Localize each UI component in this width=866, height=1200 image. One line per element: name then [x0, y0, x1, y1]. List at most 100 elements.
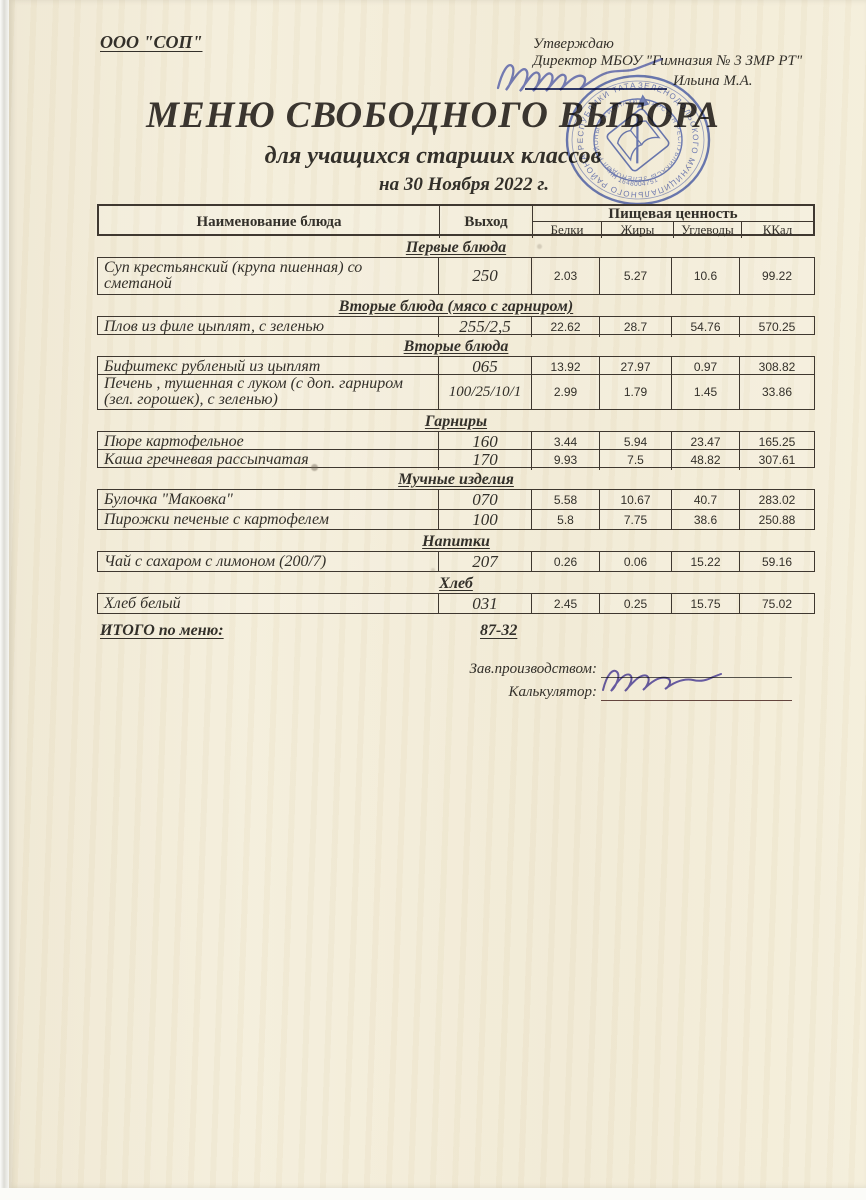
nutrition-subheaders: Белки Жиры Углеводы ККал	[533, 222, 813, 238]
table-row: Булочка "Маковка" 070 5.58 10.67 40.7 28…	[98, 490, 814, 510]
dish-kcal: 59.16	[739, 552, 814, 572]
dish-protein: 13.92	[531, 357, 599, 377]
row-group: Плов из филе цыплят, с зеленью 255/2,5 2…	[97, 316, 815, 337]
dish-fat: 10.67	[599, 490, 671, 510]
dish-protein: 3.44	[531, 432, 599, 452]
dish-protein: 9.93	[531, 450, 599, 470]
section-title-second-courses-meat: Вторые блюда (мясо с гарниром)	[338, 298, 574, 315]
totals-row: ИТОГО по меню: 87-32	[100, 622, 800, 640]
totals-value: 87-32	[480, 622, 518, 639]
dish-carbs: 54.76	[671, 317, 739, 337]
dish-fat: 27.97	[599, 357, 671, 377]
dish-output: 065	[438, 357, 531, 377]
dish-output: 100	[438, 510, 531, 530]
dish-output: 160	[438, 432, 531, 452]
calculator-handwritten-signature	[602, 669, 722, 692]
dish-carbs: 15.75	[671, 594, 739, 614]
table-row: Чай с сахаром с лимоном (200/7) 207 0.26…	[98, 552, 814, 572]
table-row: Каша гречневая рассыпчатая 170 9.93 7.5 …	[98, 449, 814, 470]
table-row: Пюре картофельное 160 3.44 5.94 23.47 16…	[98, 432, 814, 452]
dish-fat: 1.79	[599, 375, 671, 409]
dish-name: Пирожки печеные с картофелем	[104, 511, 329, 528]
production-signature-line	[601, 657, 792, 678]
dish-fat: 28.7	[599, 317, 671, 337]
dish-kcal: 307.61	[739, 450, 814, 470]
dish-carbs: 48.82	[671, 450, 739, 470]
production-signature-row: Зав.производством:	[420, 656, 792, 678]
col-header-name: Наименование блюда	[196, 213, 342, 230]
dish-output: 255/2,5	[438, 317, 531, 337]
dish-name: Суп крестьянский (крупа пшенная) со смет…	[104, 259, 363, 292]
dish-fat: 7.75	[599, 510, 671, 530]
dish-output: 170	[438, 450, 531, 470]
dish-fat: 5.94	[599, 432, 671, 452]
dish-output: 250	[438, 258, 531, 294]
table-row: Суп крестьянский (крупа пшенная) со смет…	[98, 258, 814, 294]
dish-kcal: 250.88	[739, 510, 814, 530]
row-group: Булочка "Маковка" 070 5.58 10.67 40.7 28…	[97, 489, 815, 530]
dish-protein: 2.03	[531, 258, 599, 294]
dish-kcal: 75.02	[739, 594, 814, 614]
table-row: Бифштекс рубленый из цыплят 065 13.92 27…	[98, 357, 814, 377]
col-header-output: Выход	[439, 206, 532, 238]
dish-fat: 0.25	[599, 594, 671, 614]
dish-output: 207	[438, 552, 531, 572]
table-row: Плов из филе цыплят, с зеленью 255/2,5 2…	[98, 317, 814, 337]
dish-name: Каша гречневая рассыпчатая	[104, 451, 309, 468]
menu-date: на 30 Ноября 2022 г.	[379, 174, 549, 195]
dish-protein: 5.58	[531, 490, 599, 510]
dish-carbs: 0.97	[671, 357, 739, 377]
dish-output: 070	[438, 490, 531, 510]
row-group: Хлеб белый 031 2.45 0.25 15.75 75.02	[97, 593, 815, 614]
table-header: Наименование блюда Выход Пищевая ценност…	[97, 204, 815, 238]
table-row: Хлеб белый 031 2.45 0.25 15.75 75.02	[98, 594, 814, 614]
dish-fat: 7.5	[599, 450, 671, 470]
dish-carbs: 23.47	[671, 432, 739, 452]
row-group: Пюре картофельное 160 3.44 5.94 23.47 16…	[97, 431, 815, 470]
school-stamp: ЗЕЛЕНОДОЛЬСКОГО МУНИЦИПАЛЬНОГО РАЙОНА РЕ…	[563, 74, 711, 206]
row-group: Бифштекс рубленый из цыплят 065 13.92 27…	[97, 356, 815, 410]
col-header-fat: Жиры	[601, 222, 673, 238]
dish-kcal: 283.02	[739, 490, 814, 510]
dish-kcal: 165.25	[739, 432, 814, 452]
org-name: ООО "СОП"	[100, 32, 203, 52]
dish-carbs: 40.7	[671, 490, 739, 510]
approval-line1: Утверждаю	[533, 36, 614, 52]
dish-output: 100/25/10/1	[438, 375, 531, 409]
col-header-carbs: Углеводы	[673, 222, 741, 238]
scan-edge-bottom	[0, 1188, 866, 1200]
totals-label: ИТОГО по меню:	[100, 622, 224, 639]
dish-name: Чай с сахаром с лимоном (200/7)	[104, 553, 327, 570]
dish-name: Плов из филе цыплят, с зеленью	[104, 318, 324, 335]
table-row: Печень , тушенная с луком (с доп. гарнир…	[98, 374, 814, 409]
section-title-bread: Хлеб	[439, 575, 473, 592]
section-title-drinks: Напитки	[422, 533, 490, 550]
dish-name: Печень , тушенная с луком (с доп. гарнир…	[104, 375, 403, 408]
dish-name: Хлеб белый	[104, 595, 181, 612]
dish-kcal: 33.86	[739, 375, 814, 409]
dish-protein: 2.99	[531, 375, 599, 409]
scan-edge-left	[0, 0, 9, 1200]
dish-fat: 5.27	[599, 258, 671, 294]
dish-carbs: 38.6	[671, 510, 739, 530]
calculator-label: Калькулятор:	[508, 684, 597, 700]
row-group: Чай с сахаром с лимоном (200/7) 207 0.26…	[97, 551, 815, 572]
dish-protein: 5.8	[531, 510, 599, 530]
section-title-second-courses: Вторые блюда	[403, 338, 509, 355]
col-header-nutrition-group: Пищевая ценность Белки Жиры Углеводы ККа…	[532, 206, 813, 238]
director-name: Ильина М.А.	[673, 73, 753, 89]
stamp-book-emblem	[606, 94, 670, 172]
col-header-kcal: ККал	[741, 222, 813, 238]
scan-speck	[537, 244, 542, 249]
section-title-bakery: Мучные изделия	[398, 471, 514, 488]
scan-speck	[311, 464, 318, 471]
calculator-signature-line	[601, 680, 792, 701]
paper-background	[9, 0, 866, 1188]
col-header-protein: Белки	[550, 222, 584, 237]
dish-fat: 0.06	[599, 552, 671, 572]
dish-carbs: 15.22	[671, 552, 739, 572]
approval-line2: Директор МБОУ "Гимназия № 3 ЗМР РТ"	[533, 53, 803, 69]
table-row: Пирожки печеные с картофелем 100 5.8 7.7…	[98, 509, 814, 530]
dish-carbs: 10.6	[671, 258, 739, 294]
